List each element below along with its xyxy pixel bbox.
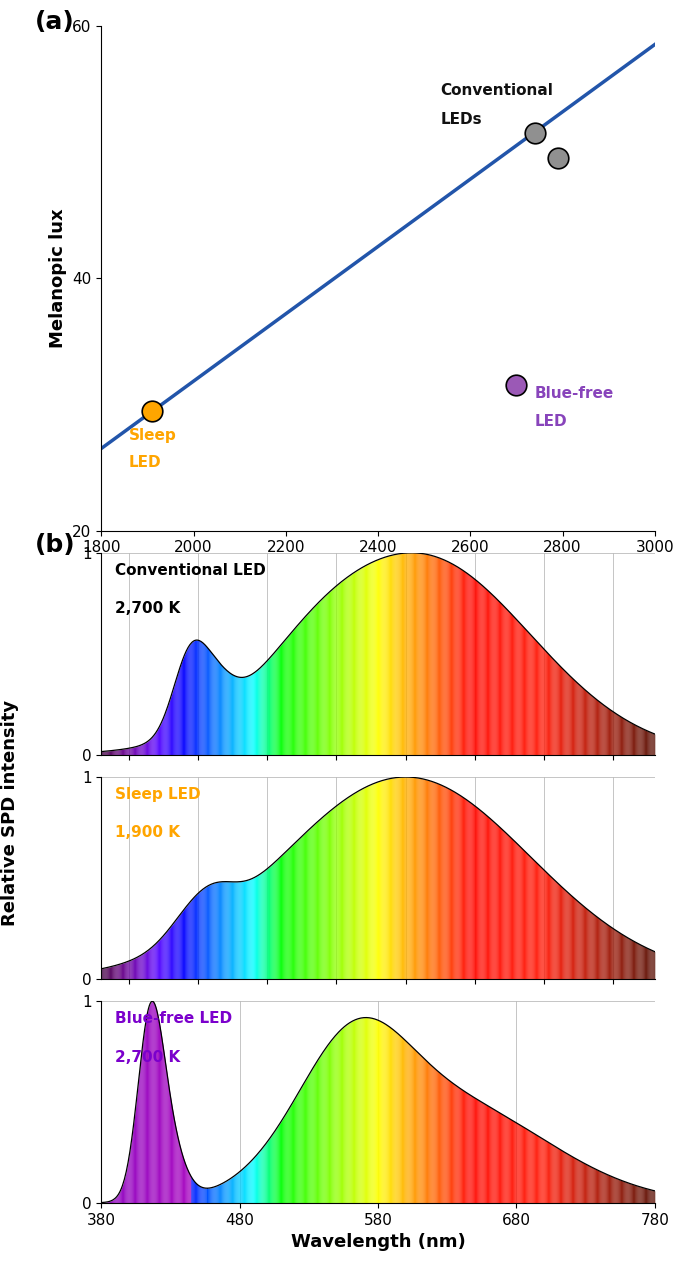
Text: Sleep: Sleep xyxy=(129,428,177,443)
Text: (a): (a) xyxy=(35,10,74,35)
Text: Conventional: Conventional xyxy=(440,83,553,99)
Point xyxy=(529,123,540,143)
Point xyxy=(511,375,522,396)
Text: 1,900 K: 1,900 K xyxy=(115,826,180,841)
Text: LED: LED xyxy=(129,456,161,471)
Text: LED: LED xyxy=(535,413,568,429)
Text: Blue-free: Blue-free xyxy=(535,387,614,401)
Point xyxy=(552,148,563,169)
Y-axis label: Melanopic lux: Melanopic lux xyxy=(49,209,67,348)
Text: Sleep LED: Sleep LED xyxy=(115,787,200,803)
Text: 2,700 K: 2,700 K xyxy=(115,602,180,616)
Text: LEDs: LEDs xyxy=(440,113,482,127)
Text: 2,700 K: 2,700 K xyxy=(115,1050,180,1065)
X-axis label: Wavelength (nm): Wavelength (nm) xyxy=(291,1234,465,1252)
Text: (b): (b) xyxy=(35,532,76,557)
Text: Blue-free LED: Blue-free LED xyxy=(115,1011,232,1027)
Point xyxy=(146,401,157,421)
X-axis label: CCT (K): CCT (K) xyxy=(340,561,416,579)
Text: Conventional LED: Conventional LED xyxy=(115,563,266,577)
Text: Relative SPD intensity: Relative SPD intensity xyxy=(1,700,19,925)
